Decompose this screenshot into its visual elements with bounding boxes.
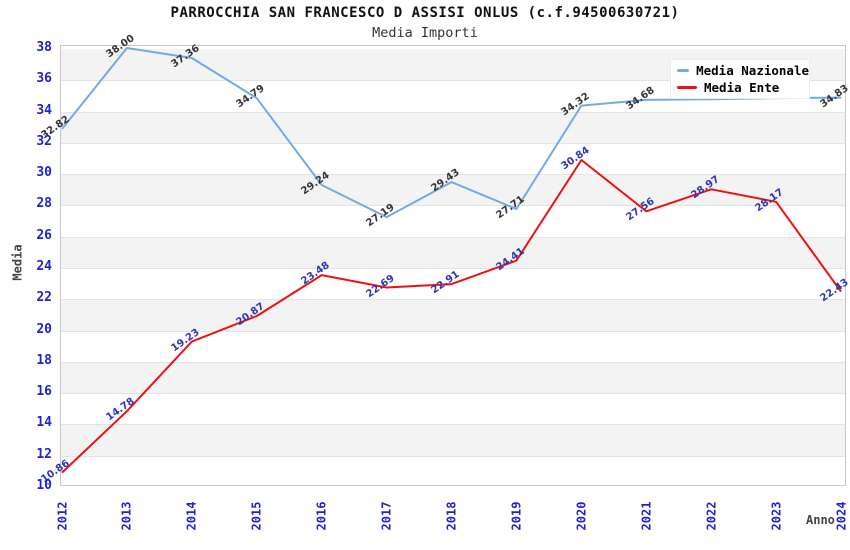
legend-label-ente: Media Ente: [704, 80, 780, 95]
gridline: [61, 205, 845, 207]
gridline: [61, 455, 845, 457]
gridline: [61, 361, 845, 363]
y-tick-label: 32: [36, 133, 52, 149]
y-tick-label: 20: [36, 321, 52, 337]
y-tick-label: 18: [36, 352, 52, 368]
x-tick-label: 2017: [379, 501, 394, 531]
y-tick-label: 28: [36, 196, 52, 212]
legend-label-nazionale: Media Nazionale: [696, 63, 809, 78]
gridline: [61, 236, 845, 238]
gridline: [61, 142, 845, 144]
x-tick-label: 2013: [119, 501, 134, 531]
x-tick-label: 2019: [509, 501, 524, 531]
x-tick-label: 2016: [314, 501, 329, 531]
y-tick-label: 24: [36, 259, 52, 274]
x-tick-label: 2024: [834, 501, 849, 531]
legend-item-media-ente: Media Ente: [677, 80, 809, 95]
y-tick-label: 16: [36, 384, 52, 400]
y-tick-label: 34: [36, 102, 52, 118]
y-tick-label: 22: [36, 290, 52, 306]
chart-subtitle: Media Importi: [372, 25, 478, 41]
y-tick-label: 26: [36, 227, 52, 243]
x-tick-label: 2021: [639, 501, 654, 531]
x-tick-label: 2023: [769, 501, 784, 531]
gridline: [61, 268, 845, 269]
legend-item-media-nazionale: Media Nazionale: [677, 63, 809, 78]
y-tick-label: 10: [36, 478, 52, 493]
x-tick-label: 2015: [249, 501, 264, 531]
x-tick-label: 2014: [184, 501, 199, 531]
gridline: [61, 330, 845, 332]
legend: Media Nazionale Media Ente: [670, 59, 810, 99]
x-axis-title: Anno: [806, 513, 835, 527]
y-tick-label: 36: [36, 71, 52, 87]
y-tick-label: 38: [36, 40, 52, 55]
grid-band: [61, 299, 845, 331]
y-tick-label: 12: [36, 446, 52, 462]
y-tick-label: 14: [36, 415, 52, 431]
x-tick-label: 2012: [55, 501, 69, 531]
grid-band: [61, 424, 845, 456]
legend-line-swatch-ente: [677, 86, 697, 89]
gridline: [61, 393, 845, 395]
gridline: [61, 299, 845, 301]
plot-area: [60, 45, 846, 486]
chart-title: PARROCCHIA SAN FRANCESCO D ASSISI ONLUS …: [170, 5, 680, 21]
x-tick-label: 2020: [574, 501, 589, 531]
grid-band: [61, 111, 845, 143]
y-tick-label: 30: [36, 165, 52, 181]
gridline: [61, 424, 845, 426]
x-tick-label: 2018: [444, 501, 459, 531]
gridline: [61, 111, 845, 113]
x-tick-label: 2022: [704, 501, 719, 531]
grid-band: [61, 236, 845, 268]
grid-band: [61, 361, 845, 394]
legend-line-swatch-nazionale: [677, 69, 690, 72]
